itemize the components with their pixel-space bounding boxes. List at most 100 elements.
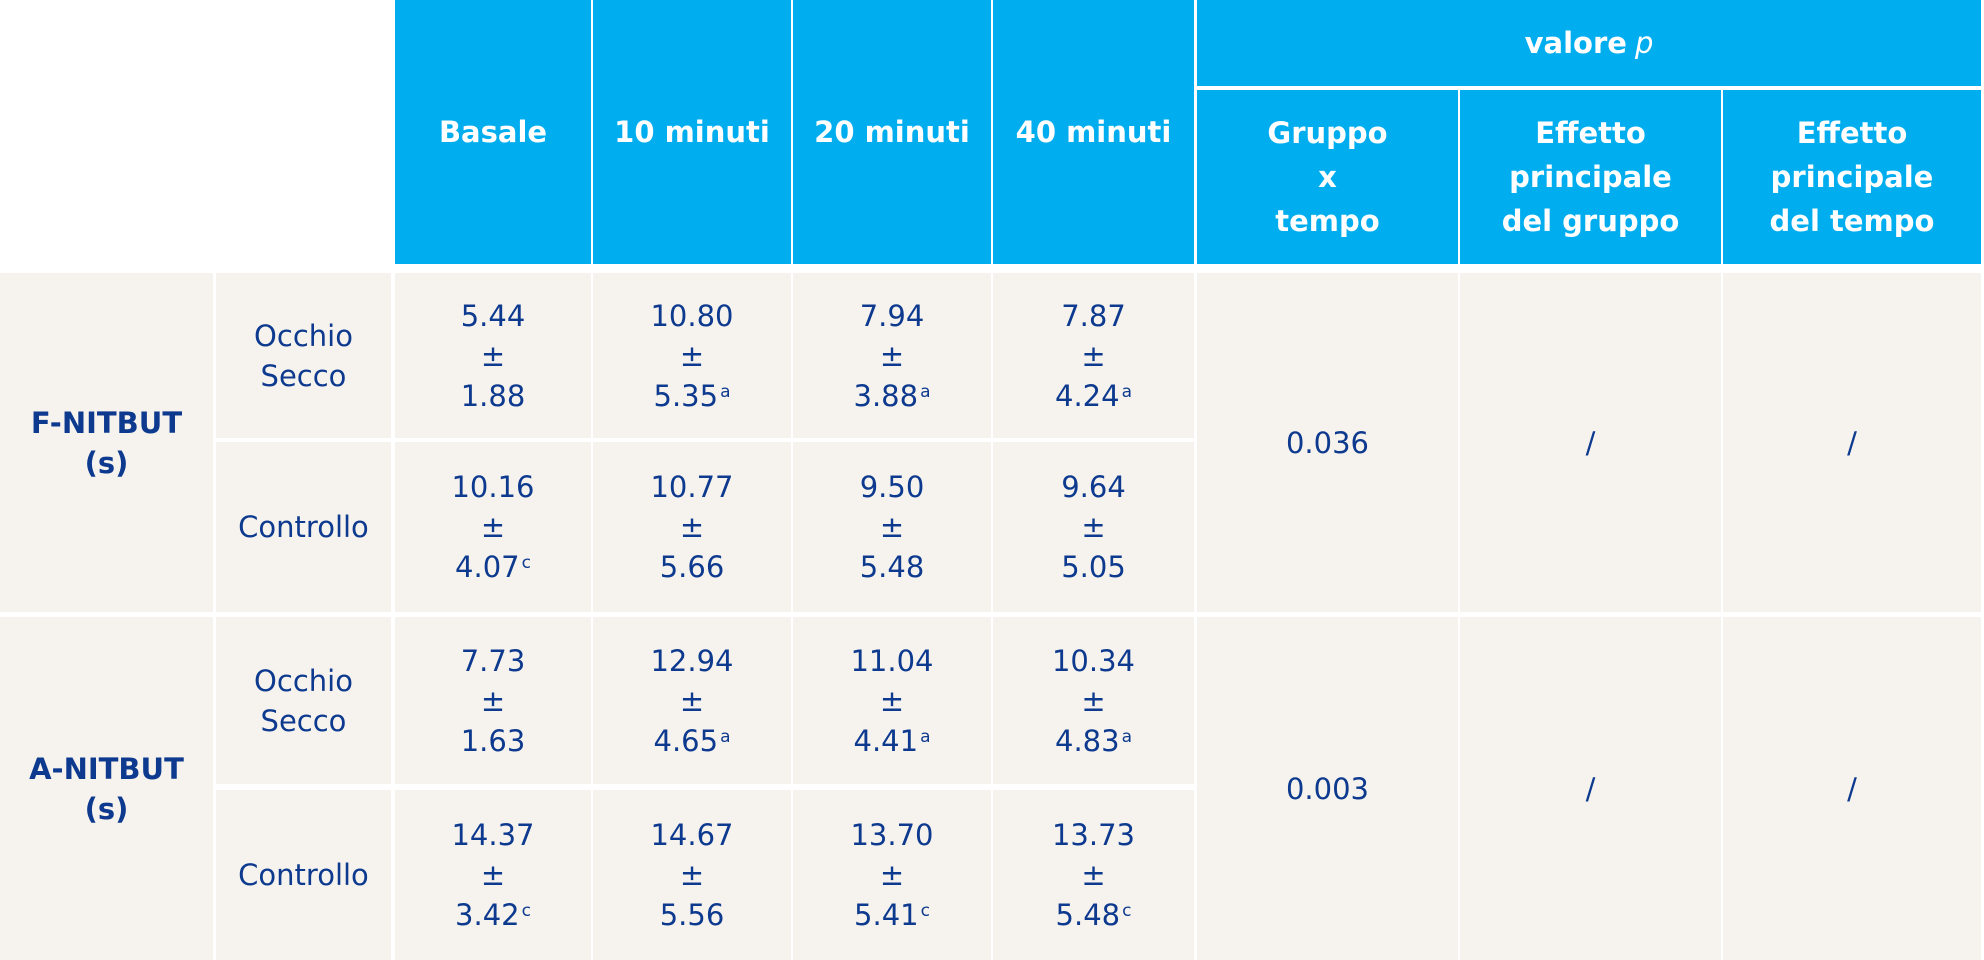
mean: 10.77	[650, 470, 734, 504]
sd-line: 5.66	[660, 547, 725, 587]
value-cell: 10.16 ±4.07 c	[395, 442, 591, 612]
group-label-text: F-NITBUT (s)	[30, 405, 183, 480]
plus-minus: ±	[1081, 510, 1106, 544]
plus-minus: ±	[879, 510, 905, 544]
sd: 5.35	[653, 378, 719, 413]
row-label-text: Occhio Secco	[254, 663, 353, 738]
p-value-text: 0.003	[1285, 771, 1370, 806]
plus-minus: ±	[879, 338, 905, 373]
column-header: 20 minuti	[793, 0, 991, 264]
sd-line: 5.48	[860, 547, 925, 587]
mean: 7.73	[460, 643, 526, 678]
group-label: F-NITBUT (s)	[0, 273, 213, 612]
row-label-text: Controllo	[238, 510, 369, 544]
sd: 3.42	[455, 898, 520, 932]
p-value: /	[1723, 617, 1981, 960]
sd: 4.24	[1055, 378, 1120, 413]
plus-minus: ±	[679, 683, 705, 718]
column-header-text: 40 minuti	[1015, 115, 1172, 149]
sd-line: 1.63	[461, 721, 526, 761]
column-header: 10 minuti	[593, 0, 791, 264]
p-value-text: /	[1847, 771, 1857, 806]
sd: 5.48	[1055, 898, 1121, 932]
p-column-header: Effetto principale del gruppo	[1460, 90, 1721, 264]
column-header-text: 20 minuti	[814, 115, 970, 149]
sd-line: 5.56	[660, 895, 725, 935]
significance-mark: c	[521, 553, 531, 573]
mean: 14.37	[451, 818, 535, 852]
significance-mark: a	[920, 381, 931, 402]
plus-minus: ±	[480, 338, 506, 373]
value-cell: 12.94 ±4.65 a	[593, 617, 791, 784]
sd-line: 3.88 a	[854, 376, 931, 416]
plus-minus: ±	[1081, 683, 1106, 718]
sd: 5.66	[659, 550, 725, 584]
mean: 14.67	[650, 818, 734, 852]
p-value: /	[1460, 617, 1721, 960]
plus-minus: ±	[679, 338, 705, 373]
significance-mark: a	[920, 726, 931, 747]
column-header-text: 10 minuti	[614, 115, 770, 149]
mean: 5.44	[460, 298, 526, 333]
sd-line: 4.07 c	[455, 547, 531, 587]
significance-mark: c	[920, 901, 930, 921]
p-column-header: Gruppo x tempo	[1197, 90, 1458, 264]
p-value-symbol: p	[1634, 26, 1654, 60]
value-cell: 10.80 ±5.35 a	[593, 273, 791, 438]
value-cell: 7.73 ±1.63	[395, 617, 591, 784]
plus-minus: ±	[879, 683, 905, 718]
column-header-text: Basale	[438, 115, 548, 149]
mean: 13.73	[1051, 818, 1136, 852]
mean: 7.94	[859, 298, 925, 333]
sd-line: 5.41 c	[854, 895, 930, 935]
value-cell: 13.70 ±5.41 c	[793, 790, 991, 960]
mean: 11.04	[850, 643, 934, 678]
value-cell: 11.04 ±4.41 a	[793, 617, 991, 784]
row-label: Occhio Secco	[216, 617, 391, 784]
sd: 5.05	[1061, 550, 1126, 584]
value-cell: 14.67 ±5.56	[593, 790, 791, 960]
row-label: Controllo	[216, 790, 391, 960]
value-cell: 14.37 ±3.42 c	[395, 790, 591, 960]
p-value-text: 0.036	[1285, 425, 1370, 460]
group-label-text: A-NITBUT (s)	[29, 751, 184, 826]
significance-mark: a	[1121, 381, 1132, 402]
row-label-text: Controllo	[238, 858, 369, 892]
mean: 10.16	[451, 470, 535, 504]
sd: 5.41	[854, 898, 919, 932]
p-value-text: /	[1585, 771, 1596, 806]
p-value-text: /	[1847, 425, 1857, 460]
p-value-text: /	[1585, 425, 1596, 460]
sd-line: 5.05	[1061, 547, 1126, 587]
mean: 7.87	[1061, 298, 1126, 333]
mean: 13.70	[850, 818, 934, 852]
sd: 4.83	[1055, 723, 1120, 758]
p-column-header-text: Gruppo x tempo	[1267, 116, 1388, 238]
significance-mark: a	[720, 726, 731, 747]
value-cell: 7.87 ±4.24 a	[993, 273, 1194, 438]
plus-minus: ±	[679, 858, 705, 892]
value-cell: 10.34 ±4.83 a	[993, 617, 1194, 784]
p-column-header-text: Effetto principale del gruppo	[1501, 116, 1680, 238]
significance-mark: c	[521, 901, 531, 921]
plus-minus: ±	[1081, 858, 1106, 892]
plus-minus: ±	[480, 858, 506, 892]
significance-mark: a	[720, 381, 731, 402]
sd-line: 4.24 a	[1055, 376, 1132, 416]
mean: 10.34	[1051, 643, 1136, 678]
value-cell: 5.44 ±1.88	[395, 273, 591, 438]
sd-line: 5.35 a	[654, 376, 731, 416]
sd-line: 5.48 c	[1056, 895, 1132, 935]
plus-minus: ±	[480, 510, 506, 544]
mean: 10.80	[650, 298, 734, 333]
p-value: 0.036	[1197, 273, 1458, 612]
p-column-header-text: Effetto principale del tempo	[1769, 116, 1935, 238]
p-value: /	[1723, 273, 1981, 612]
plus-minus: ±	[480, 683, 506, 718]
sd-line: 4.41 a	[854, 721, 931, 761]
sd-line: 3.42 c	[455, 895, 531, 935]
group-label: A-NITBUT (s)	[0, 617, 213, 960]
sd-line: 1.88	[461, 376, 526, 416]
plus-minus: ±	[1081, 338, 1106, 373]
